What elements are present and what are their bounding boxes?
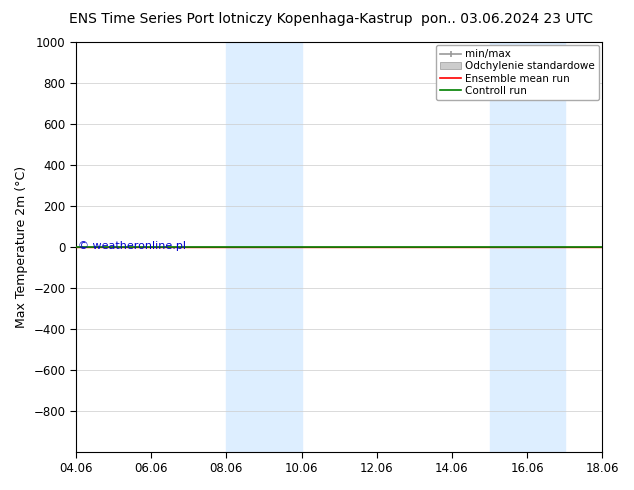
Legend: min/max, Odchylenie standardowe, Ensemble mean run, Controll run: min/max, Odchylenie standardowe, Ensembl… <box>436 45 599 100</box>
Bar <box>489 42 527 452</box>
Text: © weatheronline.pl: © weatheronline.pl <box>78 241 186 251</box>
Bar <box>264 42 302 452</box>
Text: ENS Time Series Port lotniczy Kopenhaga-Kastrup: ENS Time Series Port lotniczy Kopenhaga-… <box>69 12 413 26</box>
Bar <box>226 42 264 452</box>
Y-axis label: Max Temperature 2m (°C): Max Temperature 2m (°C) <box>15 166 28 328</box>
Bar <box>527 42 565 452</box>
Text: pon.. 03.06.2024 23 UTC: pon.. 03.06.2024 23 UTC <box>421 12 593 26</box>
